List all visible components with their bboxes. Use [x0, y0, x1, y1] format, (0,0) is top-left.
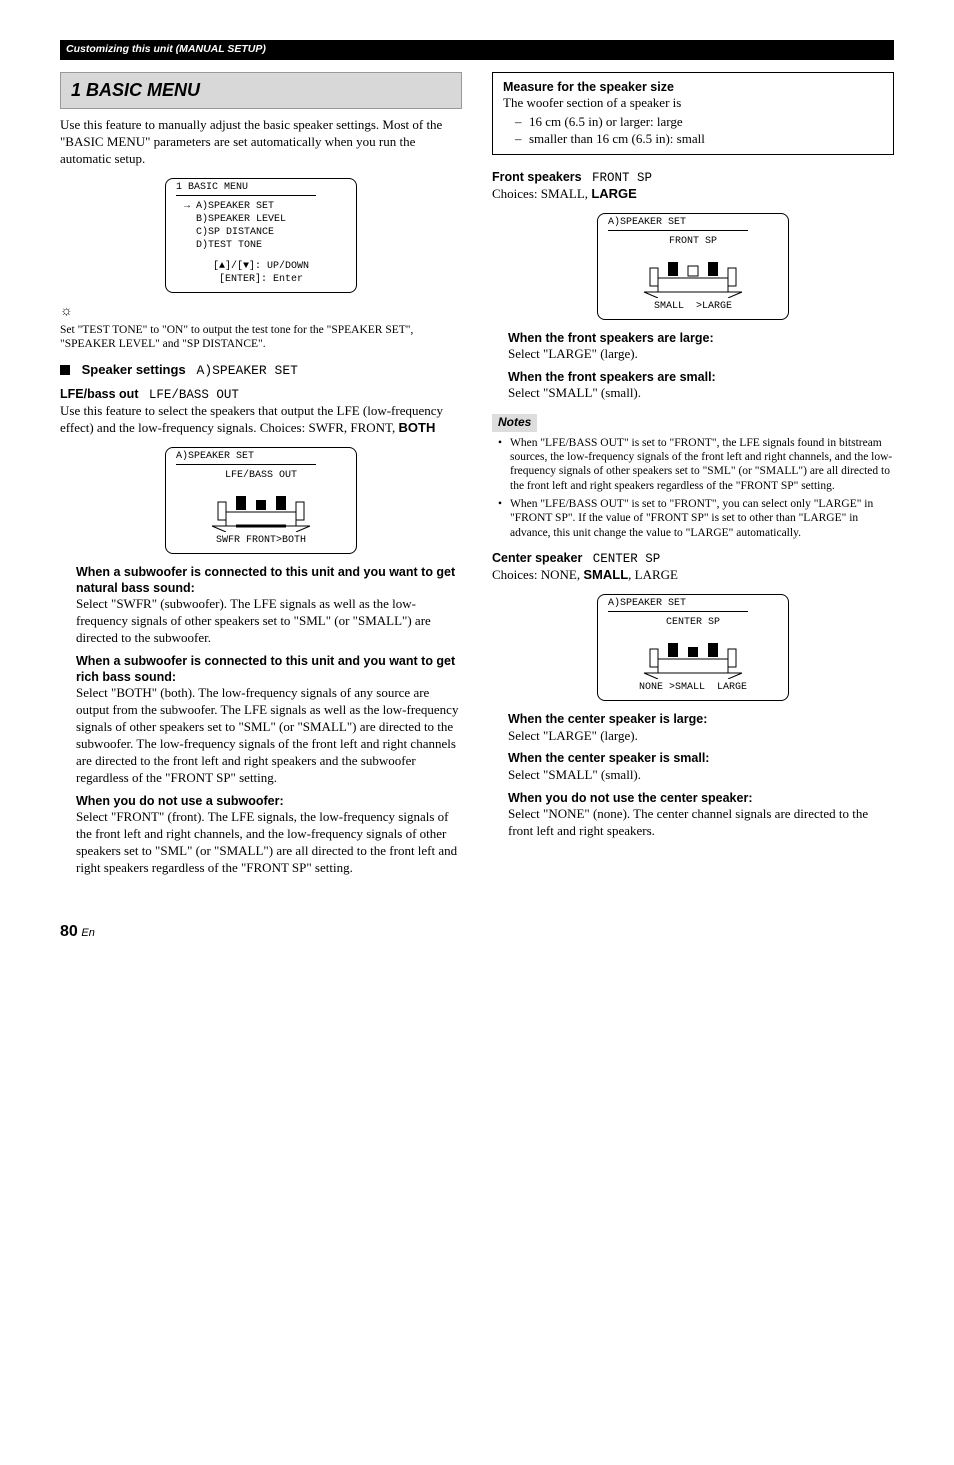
lcd-title: A)SPEAKER SET [608, 214, 748, 231]
front-choices-text: Choices: SMALL, [492, 186, 591, 201]
left-column: 1 BASIC MENU Use this feature to manuall… [60, 72, 462, 883]
block-head: When the front speakers are small: [508, 369, 894, 385]
block-body: Select "NONE" (none). The center channel… [508, 806, 894, 840]
center-block-0: When the center speaker is large: Select… [508, 711, 894, 744]
measure-item-2: smaller than 16 cm (6.5 in): small [529, 131, 883, 148]
lcd-title: A)SPEAKER SET [176, 448, 316, 465]
block-head: When a subwoofer is connected to this un… [76, 564, 462, 597]
lcd-header: CENTER SP [598, 616, 788, 635]
block-head: When the front speakers are large: [508, 330, 894, 346]
page-number: 80 En [60, 922, 894, 943]
center-block-1: When the center speaker is small: Select… [508, 750, 894, 783]
block-body: Select "LARGE" (large). [508, 728, 894, 745]
section-title: 1 BASIC MENU [60, 72, 462, 109]
lcd-footer: SMALL >LARGE [598, 300, 788, 319]
measure-intro: The woofer section of a speaker is [503, 95, 883, 112]
speaker-layout-icon [206, 492, 316, 532]
front-mono: FRONT SP [592, 171, 652, 185]
notes-list: When "LFE/BASS OUT" is set to "FRONT", t… [492, 436, 894, 541]
lfe-head: LFE/bass out LFE/BASS OUT [60, 386, 462, 403]
block-body: Select "LARGE" (large). [508, 346, 894, 363]
center-mono: CENTER SP [593, 552, 661, 566]
measure-box: Measure for the speaker size The woofer … [492, 72, 894, 155]
block-body: Select "SMALL" (small). [508, 767, 894, 784]
lcd-footer: [▲]/[▼]: UP/DOWN [ENTER]: Enter [166, 260, 356, 292]
intro-para: Use this feature to manually adjust the … [60, 117, 462, 168]
page-lang: En [81, 927, 94, 939]
front-label: Front speakers [492, 170, 582, 184]
note-1: When "LFE/BASS OUT" is set to "FRONT", t… [502, 436, 894, 494]
page-num-value: 80 [60, 923, 78, 940]
lcd-lfe: A)SPEAKER SET LFE/BASS OUT SWFR FRONT>BO… [165, 447, 357, 554]
right-column: Measure for the speaker size The woofer … [492, 72, 894, 883]
center-block-2: When you do not use the center speaker: … [508, 790, 894, 840]
speaker-layout-icon [638, 639, 748, 679]
lfe-block-1: When a subwoofer is connected to this un… [76, 653, 462, 787]
center-label: Center speaker [492, 551, 582, 565]
speaker-layout-icon [638, 258, 748, 298]
notes-label: Notes [492, 414, 537, 432]
tip-text: Set "TEST TONE" to "ON" to output the te… [60, 323, 462, 352]
lfe-bold: BOTH [399, 420, 436, 435]
front-choices-bold: LARGE [591, 186, 637, 201]
center-choices-suffix: , LARGE [628, 567, 678, 582]
block-body: Select "SMALL" (small). [508, 385, 894, 402]
speaker-settings-label: Speaker settings [82, 362, 186, 377]
block-head: When a subwoofer is connected to this un… [76, 653, 462, 686]
lcd-center: A)SPEAKER SET CENTER SP NONE >SMALL LARG… [597, 594, 789, 701]
lcd-title: 1 BASIC MENU [176, 179, 316, 196]
block-body: Select "SWFR" (subwoofer). The LFE signa… [76, 596, 462, 647]
front-block-1: When the front speakers are small: Selec… [508, 369, 894, 402]
lfe-block-2: When you do not use a subwoofer: Select … [76, 793, 462, 877]
lcd-title: A)SPEAKER SET [608, 595, 748, 612]
speaker-settings-head: Speaker settings A)SPEAKER SET [60, 362, 462, 380]
center-choices: Choices: NONE, SMALL, LARGE [492, 567, 894, 584]
lcd-footer: NONE >SMALL LARGE [598, 681, 788, 700]
block-head: When the center speaker is small: [508, 750, 894, 766]
front-head: Front speakers FRONT SP [492, 169, 894, 186]
front-choices: Choices: SMALL, LARGE [492, 186, 894, 203]
center-choices-prefix: Choices: NONE, [492, 567, 583, 582]
lcd-header: LFE/BASS OUT [166, 469, 356, 488]
front-block-0: When the front speakers are large: Selec… [508, 330, 894, 363]
section-title-text: 1 BASIC MENU [71, 80, 200, 100]
block-body: Select "FRONT" (front). The LFE signals,… [76, 809, 462, 877]
block-head: When you do not use the center speaker: [508, 790, 894, 806]
measure-item-1: 16 cm (6.5 in) or larger: large [529, 114, 883, 131]
block-body: Select "BOTH" (both). The low-frequency … [76, 685, 462, 786]
block-head: When you do not use a subwoofer: [76, 793, 462, 809]
header-bar: Customizing this unit (MANUAL SETUP) [60, 40, 894, 60]
square-bullet-icon [60, 365, 70, 375]
lfe-para: Use this feature to select the speakers … [60, 403, 462, 437]
lcd-front: A)SPEAKER SET FRONT SP SMALL >LARGE [597, 213, 789, 320]
lcd-basic-menu: 1 BASIC MENU → A)SPEAKER SET B)SPEAKER L… [165, 178, 357, 293]
measure-head: Measure for the speaker size [503, 79, 883, 95]
lfe-mono: LFE/BASS OUT [149, 388, 239, 402]
speaker-settings-mono: A)SPEAKER SET [197, 363, 298, 378]
lfe-label: LFE/bass out [60, 387, 138, 401]
lcd-footer: SWFR FRONT>BOTH [166, 534, 356, 553]
note-2: When "LFE/BASS OUT" is set to "FRONT", y… [502, 497, 894, 540]
lfe-block-0: When a subwoofer is connected to this un… [76, 564, 462, 647]
lcd-header: FRONT SP [598, 235, 788, 254]
center-choices-bold: SMALL [583, 567, 628, 582]
hint-icon: ☼ [60, 303, 462, 321]
block-head: When the center speaker is large: [508, 711, 894, 727]
center-head: Center speaker CENTER SP [492, 550, 894, 567]
lcd-body: → A)SPEAKER SET B)SPEAKER LEVEL C)SP DIS… [166, 200, 356, 260]
lfe-para-text: Use this feature to select the speakers … [60, 403, 443, 435]
